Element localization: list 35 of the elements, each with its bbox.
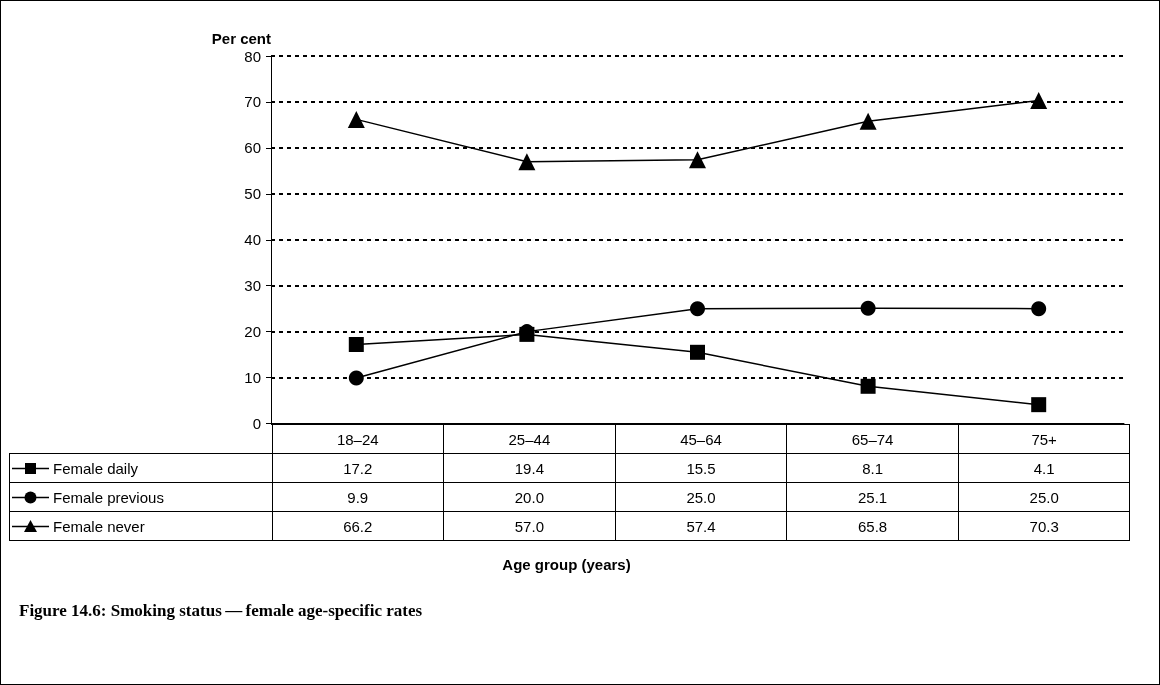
data-label: 66.2 [272,511,444,541]
data-label: 25.1 [786,482,959,512]
y-tick-label: 30 [244,277,261,295]
y-tick-label: 20 [244,323,261,341]
y-tick-label: 40 [244,231,261,249]
data-label: 25.0 [615,482,787,512]
legend-label: Female never [53,517,145,535]
x-tick-label: 45–64 [615,424,787,454]
text: Age group (years) [501,556,632,573]
data-label: 19.4 [443,453,616,483]
x-tick-label: 75+ [958,424,1130,454]
data-label: 17.2 [272,453,444,483]
data-label: 70.3 [958,511,1130,541]
data-label: 57.4 [615,511,787,541]
x-tick-label: 18–24 [272,424,444,454]
data-label: 8.1 [786,453,959,483]
legend-label: Female daily [53,459,139,477]
legend-label: Female previous [53,488,164,506]
y-axis-title: Per cent [211,30,271,47]
data-label: 25.0 [958,482,1130,512]
x-tick-label: 25–44 [443,424,616,454]
data-label: 4.1 [958,453,1130,483]
y-tick-label: 0 [252,415,261,432]
y-tick-label: 50 [244,185,261,203]
data-label: 15.5 [615,453,787,483]
y-tick-label: 60 [244,139,261,157]
data-label: 9.9 [272,482,444,512]
text: Figure 14.6: Smoking status — female age-specific rates [19,601,423,621]
data-label: 20.0 [443,482,616,512]
y-tick-label: 10 [244,369,261,387]
y-tick-label: 70 [244,93,261,111]
data-label: 57.0 [443,511,616,541]
data-label: 65.8 [786,511,959,541]
y-tick-label: 80 [244,47,261,65]
x-tick-label: 65–74 [786,424,959,454]
